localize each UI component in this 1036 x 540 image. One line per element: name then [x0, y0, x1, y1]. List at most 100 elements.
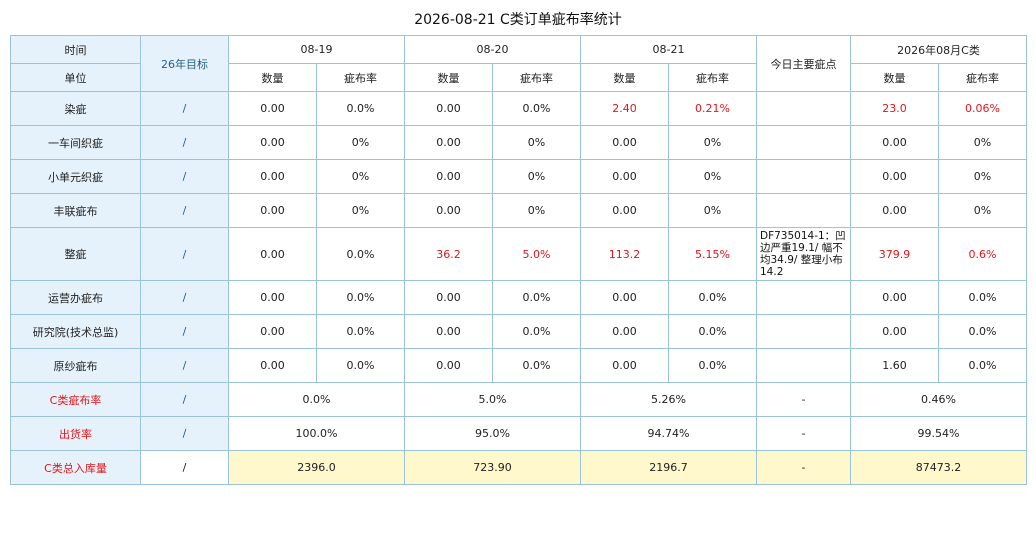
summary-value: 2196.7 [580, 450, 757, 485]
summary-value: 5.0% [404, 382, 581, 417]
qty-cell: 0.00 [228, 125, 317, 160]
unit-label: 染疵 [10, 91, 141, 126]
qty-cell: 0.00 [580, 193, 669, 228]
rate-cell: 0% [492, 125, 581, 160]
table-row: 小单元织疵/0.00 0% 0.00 0% 0.00 0% 0.00 0% [10, 159, 1027, 194]
rate-cell: 0.0% [316, 91, 405, 126]
summary-label: C类疵布率 [10, 382, 141, 417]
month-qty-cell: 0.00 [850, 193, 939, 228]
defect-note [756, 91, 851, 126]
rate-cell: 0.0% [668, 314, 757, 349]
defect-note: DF735014-1：凹边严重19.1/ 幅不均34.9/ 整理小布14.2 [756, 227, 851, 281]
summary-today: - [756, 382, 851, 417]
defect-note [756, 159, 851, 194]
summary-value: 0.0% [228, 382, 405, 417]
rate-cell: 0.0% [492, 314, 581, 349]
summary-label: C类总入库量 [10, 450, 141, 485]
qty-cell: 0.00 [580, 348, 669, 383]
target-value: / [140, 227, 229, 281]
month-qty-cell: 0.00 [850, 125, 939, 160]
summary-row: C类总入库量/2396.0 723.90 2196.7-87473.2 [10, 450, 1027, 485]
rate-cell: 0% [316, 125, 405, 160]
table-row: 丰联疵布/0.00 0% 0.00 0% 0.00 0% 0.00 0% [10, 193, 1027, 228]
target-value: / [140, 314, 229, 349]
rate-cell: 0% [316, 159, 405, 194]
today-defect-header: 今日主要疵点 [756, 35, 851, 92]
unit-header: 单位 [10, 63, 141, 92]
rate-header: 疵布率 [492, 63, 581, 92]
unit-label: 整疵 [10, 227, 141, 281]
summary-month: 99.54% [850, 416, 1027, 451]
rate-cell: 0% [492, 159, 581, 194]
defect-note [756, 314, 851, 349]
table-row: 一车间织疵/0.00 0% 0.00 0% 0.00 0% 0.00 0% [10, 125, 1027, 160]
rate-cell: 0% [492, 193, 581, 228]
defect-note [756, 348, 851, 383]
page-title: 2026-08-21 C类订单疵布率统计 [414, 12, 622, 28]
table-row: 运营办疵布/0.00 0.0% 0.00 0.0% 0.00 0.0% 0.00 0.0% [10, 280, 1027, 315]
month-header: 2026年08月C类 [850, 35, 1027, 64]
unit-label: 原纱疵布 [10, 348, 141, 383]
month-qty-cell: 0.00 [850, 280, 939, 315]
rate-cell: 0.21% [668, 91, 757, 126]
summary-today: - [756, 416, 851, 451]
qty-header: 数量 [228, 63, 317, 92]
qty-cell: 0.00 [404, 125, 493, 160]
qty-cell: 0.00 [404, 314, 493, 349]
summary-month: 87473.2 [850, 450, 1027, 485]
qty-cell: 0.00 [228, 193, 317, 228]
time-header: 时间 [10, 35, 141, 64]
rate-header: 疵布率 [668, 63, 757, 92]
qty-cell: 0.00 [228, 280, 317, 315]
qty-cell: 0.00 [404, 280, 493, 315]
summary-value: 723.90 [404, 450, 581, 485]
qty-cell: 0.00 [228, 91, 317, 126]
target-value: / [140, 125, 229, 160]
month-qty-cell: 0.00 [850, 159, 939, 194]
target-value: / [140, 193, 229, 228]
target-value: / [140, 91, 229, 126]
summary-value: 2396.0 [228, 450, 405, 485]
defect-note [756, 125, 851, 160]
qty-cell: 0.00 [228, 227, 317, 281]
table-body: 染疵/0.00 0.0% 0.00 0.0% 2.40 0.21% 23.0 0.06% 一车间… [10, 91, 1027, 383]
qty-cell: 0.00 [580, 125, 669, 160]
summary-label: 出货率 [10, 416, 141, 451]
summary-value: 94.74% [580, 416, 757, 451]
summary-today: - [756, 450, 851, 485]
unit-label: 运营办疵布 [10, 280, 141, 315]
month-qty-cell: 23.0 [850, 91, 939, 126]
qty-cell: 0.00 [228, 348, 317, 383]
table-row: 研究院(技术总监)/0.00 0.0% 0.00 0.0% 0.00 0.0% 0.00 0.… [10, 314, 1027, 349]
qty-header: 数量 [850, 63, 939, 92]
month-rate-cell: 0.6% [938, 227, 1027, 281]
date-header-3: 08-21 [580, 35, 757, 64]
qty-cell: 0.00 [228, 159, 317, 194]
summary-month: 0.46% [850, 382, 1027, 417]
rate-cell: 0% [316, 193, 405, 228]
rate-cell: 0.0% [492, 91, 581, 126]
month-rate-cell: 0.06% [938, 91, 1027, 126]
qty-cell: 2.40 [580, 91, 669, 126]
unit-label: 研究院(技术总监) [10, 314, 141, 349]
summary-body: C类疵布率/0.0% 5.0% 5.26% -0.46% 出货率/100.0% 95.0%… [10, 382, 1027, 485]
qty-cell: 0.00 [404, 348, 493, 383]
qty-cell: 0.00 [580, 314, 669, 349]
target-value: / [140, 348, 229, 383]
defect-note [756, 280, 851, 315]
rate-cell: 0.0% [668, 348, 757, 383]
rate-cell: 0.0% [668, 280, 757, 315]
rate-cell: 5.15% [668, 227, 757, 281]
qty-cell: 0.00 [404, 91, 493, 126]
qty-header: 数量 [404, 63, 493, 92]
unit-label: 一车间织疵 [10, 125, 141, 160]
rate-cell: 5.0% [492, 227, 581, 281]
unit-label: 小单元织疵 [10, 159, 141, 194]
table-row: 染疵/0.00 0.0% 0.00 0.0% 2.40 0.21% 23.0 0.06% [10, 91, 1027, 126]
target-value: / [140, 280, 229, 315]
qty-cell: 0.00 [580, 159, 669, 194]
month-rate-cell: 0% [938, 193, 1027, 228]
target-value: / [140, 159, 229, 194]
qty-cell: 0.00 [580, 280, 669, 315]
rate-cell: 0% [668, 193, 757, 228]
